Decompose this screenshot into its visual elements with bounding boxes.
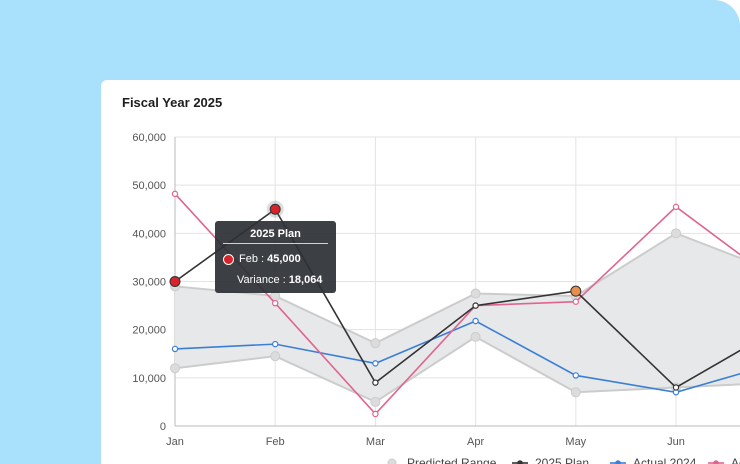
- data-point-actual-2024: [171, 345, 179, 353]
- y-tick-label: 30,000: [132, 277, 166, 289]
- data-point-actual-2023: [272, 299, 279, 307]
- y-tick-label: 0: [160, 421, 166, 433]
- tooltip-variance-label: Variance: [237, 274, 280, 286]
- data-point-2025-plan: [472, 302, 479, 309]
- data-point-actual-2023: [572, 298, 580, 305]
- legend-label: Predicted Range: [407, 456, 497, 464]
- data-point-actual-2024: [372, 360, 379, 367]
- tooltip-variance-row: Variance : 18,064: [237, 274, 323, 286]
- range-upper-point: [370, 338, 381, 349]
- legend-marker: [517, 460, 523, 464]
- data-point-2025-plan: [372, 379, 379, 386]
- chart-tooltip: 2025 Plan Feb : 45,000 Variance : 18,064: [215, 221, 336, 293]
- range-lower-point: [470, 331, 481, 342]
- tooltip-variance-value: 18,064: [288, 274, 323, 286]
- range-band: [175, 233, 740, 402]
- x-tick-label: Jan: [166, 436, 184, 448]
- data-point-actual-2024: [472, 317, 479, 325]
- data-point-actual-2023: [372, 410, 379, 418]
- y-tick-label: 50,000: [132, 180, 166, 192]
- legend-label: Actual 2024: [633, 456, 697, 464]
- highlighted-point: [169, 276, 181, 287]
- legend-marker: [713, 460, 719, 464]
- range-upper-point: [671, 228, 681, 239]
- tooltip-label: Feb: [239, 253, 258, 265]
- range-upper-point: [470, 288, 481, 299]
- tooltip-marker-icon: [223, 253, 234, 265]
- data-point-actual-2024: [572, 372, 580, 379]
- tooltip-value-row: Feb : 45,000: [223, 253, 301, 265]
- data-point-actual-2023: [672, 203, 680, 211]
- legend-marker: [615, 460, 621, 464]
- y-tick-label: 10,000: [132, 373, 166, 385]
- legend-label: Actual 2023: [731, 456, 740, 464]
- y-tick-label: 20,000: [132, 325, 166, 337]
- x-tick-label: Apr: [467, 436, 484, 448]
- highlighted-point: [570, 285, 582, 297]
- y-tick-label: 40,000: [132, 228, 166, 240]
- x-tick-label: Feb: [266, 436, 285, 448]
- chart-title: Fiscal Year 2025: [122, 95, 223, 110]
- tooltip-title: 2025 Plan: [223, 228, 328, 244]
- data-point-2025-plan: [672, 384, 680, 391]
- highlighted-point: [269, 203, 281, 215]
- data-point-actual-2023: [171, 190, 179, 198]
- range-lower-point: [170, 363, 180, 374]
- range-lower-point: [370, 396, 381, 407]
- x-tick-label: Jun: [667, 436, 685, 448]
- data-point-actual-2024: [272, 340, 279, 348]
- tooltip-value: 45,000: [267, 253, 301, 265]
- x-tick-label: Mar: [366, 436, 385, 448]
- range-lower-point: [570, 387, 581, 398]
- legend-label: 2025 Plan: [535, 456, 589, 464]
- x-tick-label: May: [565, 436, 586, 448]
- legend-marker: [387, 458, 397, 464]
- y-tick-label: 60,000: [132, 132, 166, 144]
- range-lower-point: [270, 351, 281, 362]
